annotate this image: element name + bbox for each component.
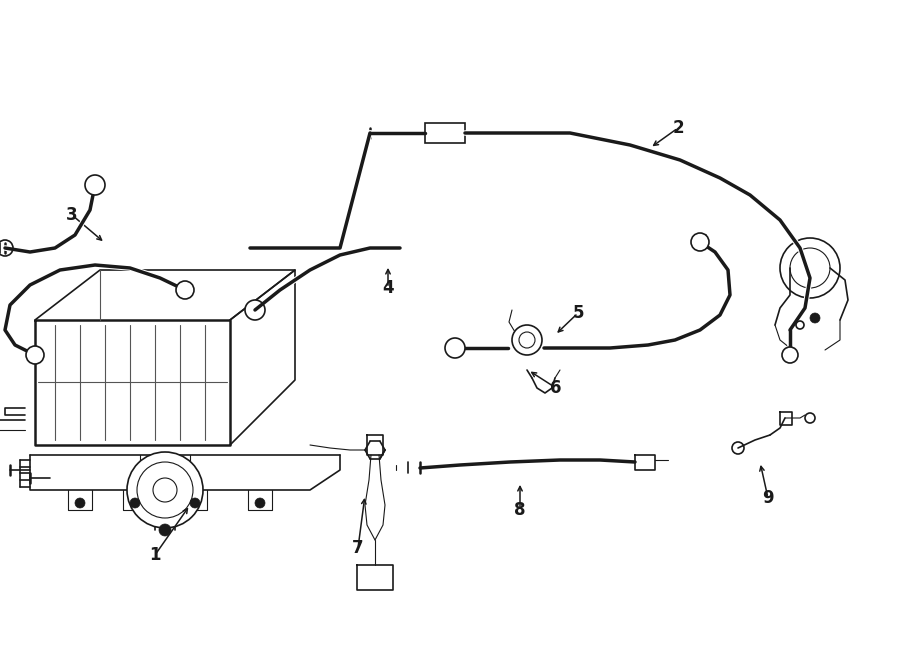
Text: 2: 2 bbox=[672, 119, 684, 137]
Circle shape bbox=[782, 347, 798, 363]
Circle shape bbox=[512, 325, 542, 355]
Circle shape bbox=[190, 498, 200, 508]
Text: 3: 3 bbox=[67, 206, 77, 224]
Circle shape bbox=[805, 413, 815, 423]
Circle shape bbox=[75, 498, 85, 508]
Text: 8: 8 bbox=[514, 501, 526, 519]
Circle shape bbox=[255, 498, 265, 508]
Text: 1: 1 bbox=[149, 546, 161, 564]
Circle shape bbox=[130, 498, 140, 508]
Circle shape bbox=[245, 300, 265, 320]
Circle shape bbox=[85, 175, 105, 195]
Circle shape bbox=[691, 233, 709, 251]
Circle shape bbox=[445, 338, 465, 358]
Text: 4: 4 bbox=[382, 279, 394, 297]
Text: 6: 6 bbox=[550, 379, 562, 397]
Text: 7: 7 bbox=[352, 539, 364, 557]
Text: 9: 9 bbox=[762, 489, 774, 507]
Circle shape bbox=[159, 524, 171, 536]
Text: 5: 5 bbox=[572, 304, 584, 322]
Bar bbox=[425, 123, 465, 143]
Circle shape bbox=[127, 452, 203, 528]
Circle shape bbox=[26, 346, 44, 364]
Circle shape bbox=[810, 313, 820, 323]
Circle shape bbox=[176, 281, 194, 299]
